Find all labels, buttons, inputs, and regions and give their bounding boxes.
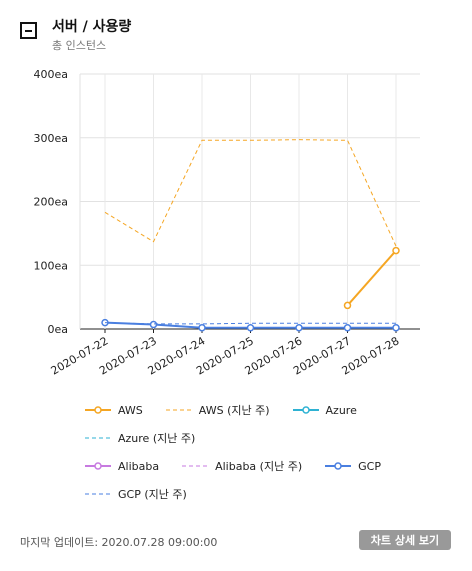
legend-label: GCP <box>358 459 381 473</box>
gcp-point <box>392 323 400 332</box>
legend-swatch <box>165 409 192 411</box>
legend-row: Azure (지난 주) <box>84 424 444 452</box>
collapse-toggle-button[interactable] <box>20 22 37 39</box>
legend-item[interactable]: GCP (지난 주) <box>84 486 187 502</box>
aws-line <box>346 249 397 307</box>
gcp-point <box>198 323 206 332</box>
legend-item[interactable]: GCP <box>324 460 381 473</box>
legend-label: GCP (지난 주) <box>118 488 187 501</box>
legend-swatch <box>85 406 111 414</box>
legend-item[interactable]: Alibaba <box>84 460 159 473</box>
legend-label: Azure (지난 주) <box>118 432 196 445</box>
widget-title: 서버 / 사용량 <box>52 19 132 35</box>
legend-item[interactable]: Azure (지난 주) <box>84 430 195 446</box>
y-tick-label: 300ea <box>33 132 68 145</box>
aws-point <box>343 301 352 310</box>
legend-swatch <box>325 462 352 470</box>
legend-item[interactable]: AWS (지난 주) <box>165 402 270 418</box>
legend-label: AWS <box>118 403 143 417</box>
legend-swatch <box>85 462 111 470</box>
chart-legend: AWS AWS (지난 주) Azure Azure (지난 주) Alibaba Ali… <box>84 396 444 508</box>
legend-label: Azure <box>325 403 357 417</box>
legend-item[interactable]: Azure <box>292 404 357 417</box>
gcp-point <box>149 320 158 329</box>
legend-swatch <box>85 493 111 495</box>
legend-row: AWS AWS (지난 주) Azure <box>84 396 444 424</box>
legend-item[interactable]: Alibaba (지난 주) <box>181 458 302 474</box>
legend-swatch <box>292 406 319 414</box>
legend-row: Alibaba Alibaba (지난 주) GCP <box>84 452 444 480</box>
widget-subtitle: 총 인스턴스 <box>52 39 107 52</box>
legend-label: Alibaba <box>118 459 160 473</box>
legend-label: Alibaba (지난 주) <box>215 460 303 473</box>
legend-item[interactable]: AWS <box>84 404 143 417</box>
gcp-point <box>295 323 303 332</box>
gcp-point <box>343 323 352 332</box>
line-chart: 0ea100ea200ea300ea400ea2020-07-222020-07… <box>33 68 420 378</box>
legend-row: GCP (지난 주) <box>84 480 444 508</box>
last-updated-text: 마지막 업데이트: 2020.07.28 09:00:00 <box>20 536 218 549</box>
legend-swatch <box>182 465 209 467</box>
legend-swatch <box>85 437 111 439</box>
aws-previous-week-line <box>104 139 397 247</box>
gcp-point <box>246 323 255 332</box>
y-tick-label: 0ea <box>47 323 68 336</box>
chart-detail-button[interactable]: 차트 상세 보기 <box>359 530 451 550</box>
y-tick-label: 100ea <box>33 259 68 272</box>
legend-label: AWS (지난 주) <box>198 404 270 417</box>
aws-point <box>392 246 400 255</box>
y-tick-label: 400ea <box>33 68 68 81</box>
minus-icon <box>25 30 32 32</box>
y-tick-label: 200ea <box>33 196 68 209</box>
